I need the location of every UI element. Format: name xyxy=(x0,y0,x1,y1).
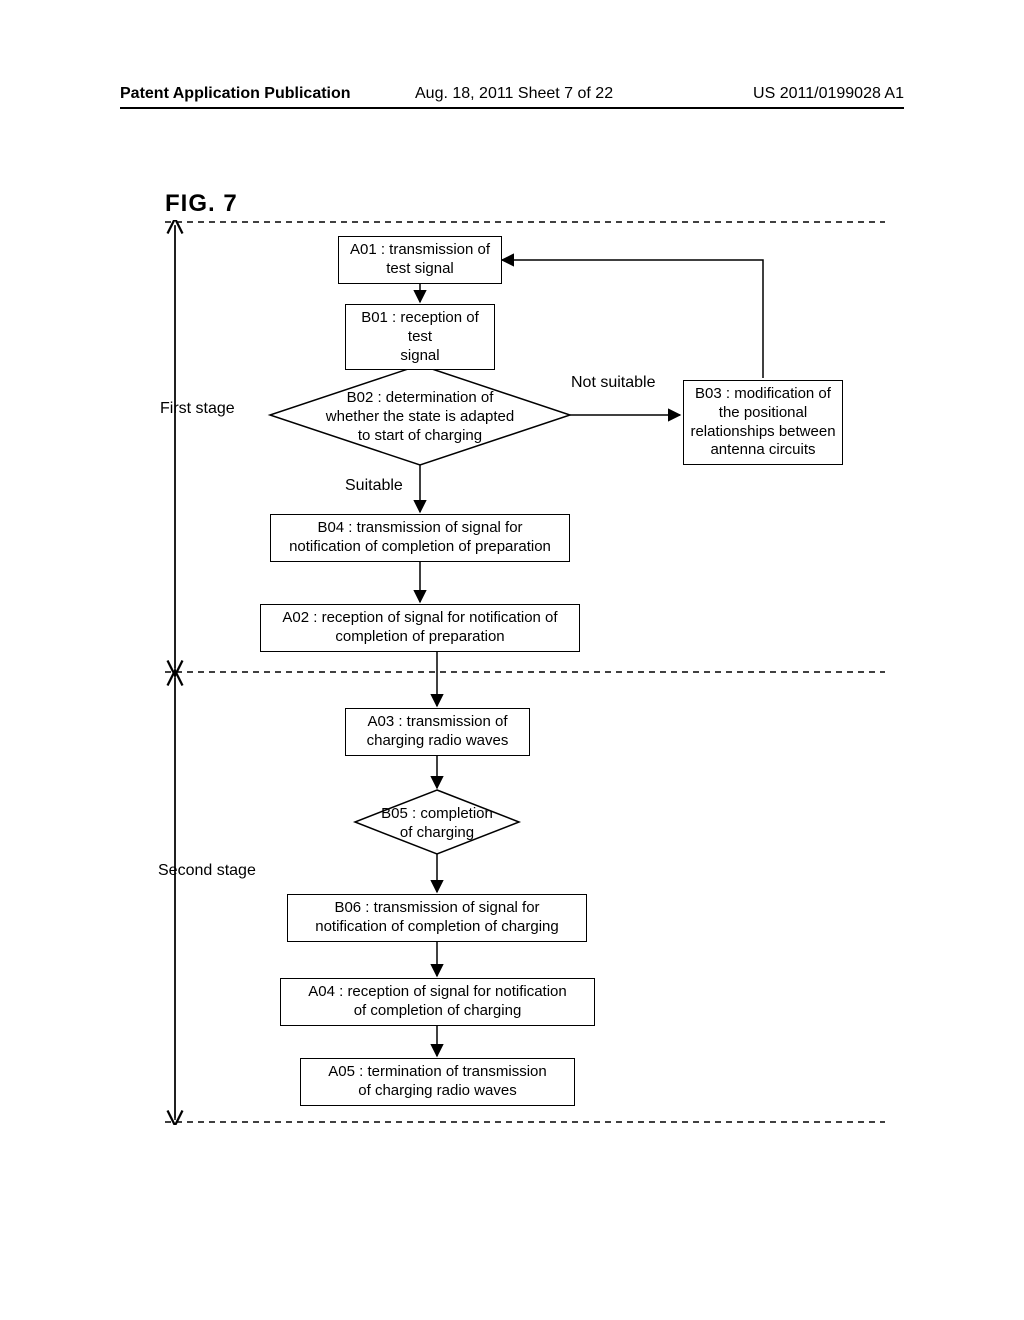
box-a03: A03 : transmission ofcharging radio wave… xyxy=(345,708,530,756)
flowchart-diagram: First stage Second stage Not suitable Su… xyxy=(165,220,885,1125)
header-patent-number: US 2011/0199028 A1 xyxy=(753,85,904,103)
box-b02: B02 : determination ofwhether the state … xyxy=(295,389,545,445)
not-suitable-label: Not suitable xyxy=(571,374,656,392)
box-b06: B06 : transmission of signal fornotifica… xyxy=(287,894,587,942)
box-b01: B01 : reception of testsignal xyxy=(345,304,495,370)
box-a01: A01 : transmission oftest signal xyxy=(338,236,502,284)
box-a05: A05 : termination of transmissionof char… xyxy=(300,1058,575,1106)
header-date-sheet: Aug. 18, 2011 Sheet 7 of 22 xyxy=(415,85,613,103)
box-a04: A04 : reception of signal for notificati… xyxy=(280,978,595,1026)
suitable-label: Suitable xyxy=(345,477,403,495)
box-b04: B04 : transmission of signal fornotifica… xyxy=(270,514,570,562)
page-header: Patent Application Publication Aug. 18, … xyxy=(120,85,904,109)
box-b05: B05 : completionof charging xyxy=(370,805,504,843)
header-publication: Patent Application Publication xyxy=(120,85,351,102)
second-stage-label: Second stage xyxy=(158,862,256,880)
box-a02: A02 : reception of signal for notificati… xyxy=(260,604,580,652)
first-stage-label: First stage xyxy=(160,400,235,418)
figure-label: FIG. 7 xyxy=(165,190,238,218)
box-b03: B03 : modification ofthe positionalrelat… xyxy=(683,380,843,465)
